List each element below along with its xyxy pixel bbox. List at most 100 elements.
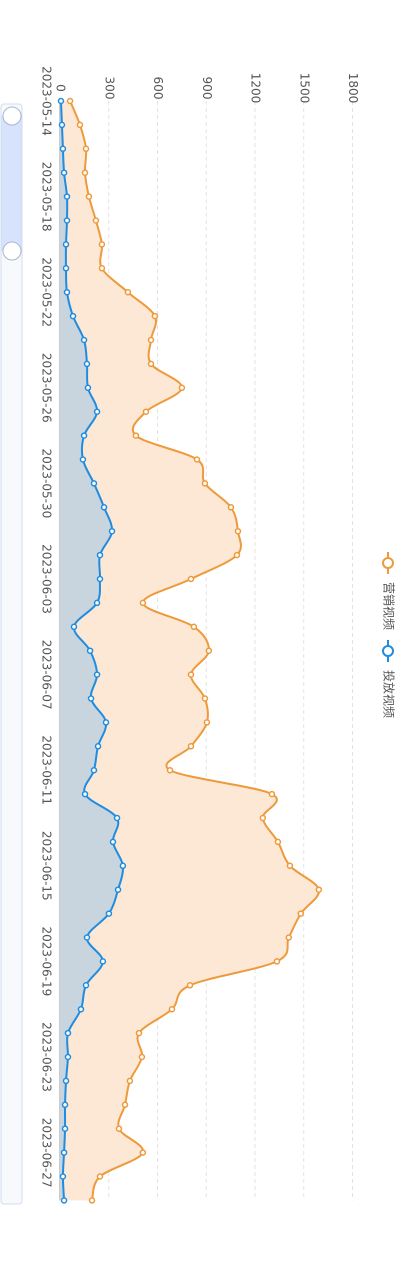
point (147, 360, 155, 368)
point (63, 193, 71, 200)
point (286, 862, 294, 870)
point (84, 384, 92, 392)
point (94, 743, 102, 750)
point (109, 838, 117, 846)
y-tick-label: 600 (151, 77, 165, 100)
y-tick-label: 1500 (297, 73, 311, 104)
point (201, 695, 209, 702)
point (64, 1029, 72, 1037)
point (108, 527, 116, 535)
point (93, 599, 101, 607)
point (147, 336, 155, 344)
point (60, 1149, 68, 1156)
point (126, 1077, 134, 1085)
point (63, 288, 71, 296)
point (187, 743, 195, 750)
point (83, 360, 91, 368)
point (285, 934, 293, 941)
point (93, 671, 101, 678)
legend-marker (382, 557, 394, 569)
point (62, 1077, 70, 1085)
point (59, 1173, 67, 1180)
point (139, 1149, 147, 1156)
point (86, 647, 94, 654)
point (201, 480, 209, 487)
point (82, 145, 90, 153)
legend-item[interactable]: 投放视频 (382, 640, 397, 718)
point (69, 312, 77, 320)
point (80, 432, 88, 439)
point (168, 1005, 176, 1013)
zoom-handle[interactable] (2, 241, 22, 261)
point (121, 1101, 129, 1109)
x-tick-label: 2023-05-18 (40, 162, 54, 232)
legend-marker (382, 645, 394, 657)
point (99, 958, 107, 965)
point (151, 312, 159, 320)
point (119, 862, 127, 870)
point (82, 982, 90, 989)
y-tick-label: 1800 (346, 73, 360, 104)
point (102, 719, 110, 726)
point (93, 408, 101, 415)
point (186, 982, 194, 989)
plot (57, 97, 323, 1204)
point (205, 647, 213, 654)
point (273, 958, 281, 965)
point (233, 551, 241, 559)
point (96, 551, 104, 559)
point (58, 121, 66, 129)
x-tick-label: 2023-06-27 (40, 1118, 54, 1188)
point (187, 575, 195, 583)
point (98, 265, 106, 272)
point (113, 814, 121, 822)
legend-label: 投放视频 (382, 670, 397, 718)
point (315, 886, 323, 893)
point (59, 145, 67, 153)
point (193, 456, 201, 463)
point (138, 1053, 146, 1061)
zoom-handle[interactable] (2, 106, 22, 126)
point (187, 671, 195, 678)
point (114, 886, 122, 893)
y-tick-label: 900 (200, 77, 214, 100)
point (79, 456, 87, 463)
point (81, 790, 89, 798)
x-tick-label: 2023-06-03 (40, 544, 54, 614)
x-tick-label: 2023-05-26 (40, 353, 54, 423)
point (178, 384, 186, 392)
point (80, 336, 88, 344)
point (234, 527, 242, 535)
point (259, 814, 267, 822)
point (166, 766, 174, 774)
point (63, 217, 71, 224)
point (62, 241, 70, 248)
x-tick-label: 2023-06-23 (40, 1022, 54, 1092)
point (98, 241, 106, 248)
point (139, 599, 147, 607)
zoom-track (0, 103, 23, 1205)
data-zoom[interactable] (0, 103, 23, 1205)
point (115, 1125, 123, 1132)
point (132, 432, 140, 439)
point (92, 217, 100, 224)
point (76, 121, 84, 129)
x-tick-label: 2023-05-30 (40, 449, 54, 519)
point (135, 1029, 143, 1037)
series-area (60, 101, 320, 1201)
point (64, 1053, 72, 1061)
point (66, 97, 74, 105)
point (88, 1197, 96, 1204)
point (105, 910, 113, 917)
point (87, 695, 95, 702)
point (85, 193, 93, 200)
x-tick-label: 2023-06-11 (40, 735, 54, 805)
x-tick-label: 2023-06-19 (40, 927, 54, 997)
point (227, 504, 235, 511)
x-tick-label: 2023-05-14 (40, 66, 54, 136)
point (70, 623, 78, 631)
legend-item[interactable]: 营销视频 (382, 552, 397, 630)
point (274, 838, 282, 846)
series-area (60, 101, 124, 1201)
point (124, 288, 132, 296)
